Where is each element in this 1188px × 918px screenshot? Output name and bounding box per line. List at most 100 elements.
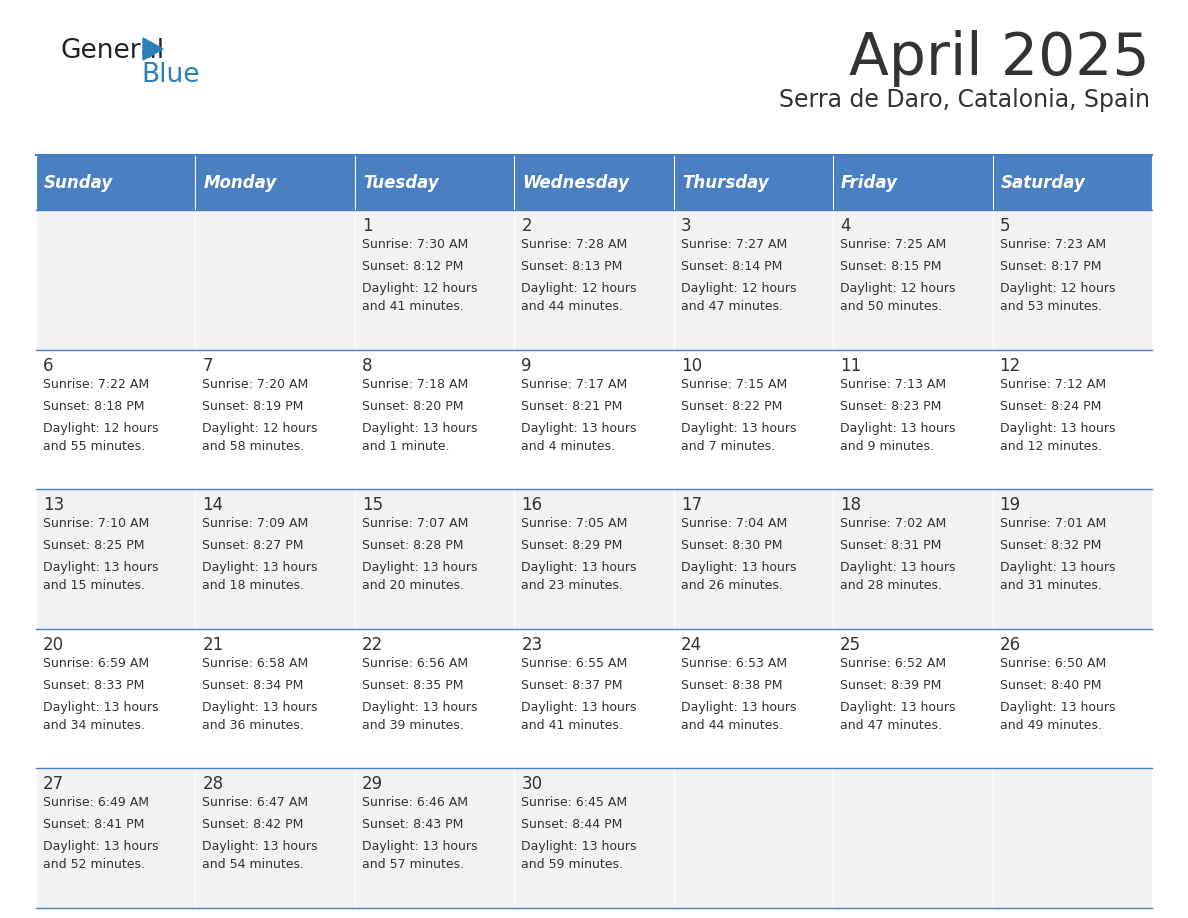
Text: Sunset: 8:18 PM: Sunset: 8:18 PM: [43, 399, 145, 412]
Text: Sunrise: 6:59 AM: Sunrise: 6:59 AM: [43, 656, 150, 670]
Bar: [674, 210, 833, 350]
Text: Sunset: 8:15 PM: Sunset: 8:15 PM: [840, 260, 942, 273]
Bar: [833, 629, 992, 768]
Text: 20: 20: [43, 636, 64, 654]
Text: 21: 21: [202, 636, 223, 654]
Bar: [514, 768, 674, 908]
Text: 8: 8: [362, 356, 372, 375]
Text: Blue: Blue: [141, 62, 200, 88]
Bar: [355, 629, 514, 768]
Text: Daylight: 13 hours
and 18 minutes.: Daylight: 13 hours and 18 minutes.: [202, 561, 318, 592]
Text: 29: 29: [362, 776, 383, 793]
Text: 4: 4: [840, 217, 851, 235]
Bar: [196, 210, 355, 350]
Text: Daylight: 12 hours
and 58 minutes.: Daylight: 12 hours and 58 minutes.: [202, 421, 318, 453]
Text: Daylight: 13 hours
and 1 minute.: Daylight: 13 hours and 1 minute.: [362, 421, 478, 453]
Text: 2: 2: [522, 217, 532, 235]
Bar: [674, 489, 833, 629]
Text: Daylight: 13 hours
and 28 minutes.: Daylight: 13 hours and 28 minutes.: [840, 561, 955, 592]
Bar: [674, 155, 833, 210]
Text: Sunset: 8:14 PM: Sunset: 8:14 PM: [681, 260, 782, 273]
Text: 11: 11: [840, 356, 861, 375]
Text: Sunset: 8:25 PM: Sunset: 8:25 PM: [43, 539, 145, 553]
Text: Daylight: 13 hours
and 12 minutes.: Daylight: 13 hours and 12 minutes.: [999, 421, 1116, 453]
Text: Sunday: Sunday: [44, 174, 113, 192]
Bar: [36, 629, 196, 768]
Text: Sunset: 8:42 PM: Sunset: 8:42 PM: [202, 819, 304, 832]
Bar: [992, 155, 1152, 210]
Text: Sunrise: 7:01 AM: Sunrise: 7:01 AM: [999, 517, 1106, 531]
Text: Sunrise: 7:02 AM: Sunrise: 7:02 AM: [840, 517, 947, 531]
Bar: [36, 210, 196, 350]
Text: Sunset: 8:23 PM: Sunset: 8:23 PM: [840, 399, 942, 412]
Text: Sunset: 8:12 PM: Sunset: 8:12 PM: [362, 260, 463, 273]
Text: Daylight: 13 hours
and 39 minutes.: Daylight: 13 hours and 39 minutes.: [362, 700, 478, 732]
Text: Sunset: 8:37 PM: Sunset: 8:37 PM: [522, 678, 623, 692]
Text: 1: 1: [362, 217, 373, 235]
Bar: [196, 155, 355, 210]
Text: 5: 5: [999, 217, 1010, 235]
Text: Sunset: 8:38 PM: Sunset: 8:38 PM: [681, 678, 782, 692]
Text: Sunset: 8:44 PM: Sunset: 8:44 PM: [522, 819, 623, 832]
Bar: [514, 629, 674, 768]
Bar: [355, 489, 514, 629]
Text: Sunset: 8:17 PM: Sunset: 8:17 PM: [999, 260, 1101, 273]
Bar: [674, 629, 833, 768]
Text: 9: 9: [522, 356, 532, 375]
Bar: [992, 629, 1152, 768]
Text: Sunrise: 7:13 AM: Sunrise: 7:13 AM: [840, 377, 947, 390]
Text: Sunrise: 6:45 AM: Sunrise: 6:45 AM: [522, 797, 627, 810]
Text: Sunrise: 6:55 AM: Sunrise: 6:55 AM: [522, 656, 627, 670]
Text: Sunrise: 7:28 AM: Sunrise: 7:28 AM: [522, 238, 627, 251]
Text: Sunset: 8:22 PM: Sunset: 8:22 PM: [681, 399, 782, 412]
Text: Daylight: 13 hours
and 36 minutes.: Daylight: 13 hours and 36 minutes.: [202, 700, 318, 732]
Text: Daylight: 13 hours
and 31 minutes.: Daylight: 13 hours and 31 minutes.: [999, 561, 1116, 592]
Bar: [992, 350, 1152, 489]
Text: Daylight: 13 hours
and 34 minutes.: Daylight: 13 hours and 34 minutes.: [43, 700, 158, 732]
Text: Daylight: 13 hours
and 44 minutes.: Daylight: 13 hours and 44 minutes.: [681, 700, 796, 732]
Bar: [355, 350, 514, 489]
Text: Sunset: 8:40 PM: Sunset: 8:40 PM: [999, 678, 1101, 692]
Bar: [992, 768, 1152, 908]
Text: Friday: Friday: [841, 174, 898, 192]
Bar: [36, 155, 196, 210]
Text: Thursday: Thursday: [682, 174, 769, 192]
Text: Sunset: 8:31 PM: Sunset: 8:31 PM: [840, 539, 942, 553]
Text: Daylight: 13 hours
and 7 minutes.: Daylight: 13 hours and 7 minutes.: [681, 421, 796, 453]
Bar: [674, 350, 833, 489]
Text: Daylight: 13 hours
and 23 minutes.: Daylight: 13 hours and 23 minutes.: [522, 561, 637, 592]
Polygon shape: [143, 38, 163, 60]
Text: Sunset: 8:21 PM: Sunset: 8:21 PM: [522, 399, 623, 412]
Bar: [514, 489, 674, 629]
Bar: [196, 629, 355, 768]
Text: Sunrise: 7:27 AM: Sunrise: 7:27 AM: [681, 238, 786, 251]
Text: Sunset: 8:43 PM: Sunset: 8:43 PM: [362, 819, 463, 832]
Bar: [833, 489, 992, 629]
Text: Sunrise: 7:15 AM: Sunrise: 7:15 AM: [681, 377, 786, 390]
Text: Daylight: 13 hours
and 52 minutes.: Daylight: 13 hours and 52 minutes.: [43, 840, 158, 871]
Text: 6: 6: [43, 356, 53, 375]
Bar: [355, 155, 514, 210]
Text: Sunrise: 7:23 AM: Sunrise: 7:23 AM: [999, 238, 1106, 251]
Text: Tuesday: Tuesday: [362, 174, 438, 192]
Bar: [514, 210, 674, 350]
Text: Sunset: 8:34 PM: Sunset: 8:34 PM: [202, 678, 304, 692]
Text: Sunrise: 6:53 AM: Sunrise: 6:53 AM: [681, 656, 786, 670]
Text: Daylight: 13 hours
and 41 minutes.: Daylight: 13 hours and 41 minutes.: [522, 700, 637, 732]
Text: Sunrise: 6:58 AM: Sunrise: 6:58 AM: [202, 656, 309, 670]
Bar: [833, 210, 992, 350]
Bar: [355, 768, 514, 908]
Text: Sunset: 8:32 PM: Sunset: 8:32 PM: [999, 539, 1101, 553]
Text: Sunrise: 6:46 AM: Sunrise: 6:46 AM: [362, 797, 468, 810]
Text: Sunrise: 7:20 AM: Sunrise: 7:20 AM: [202, 377, 309, 390]
Text: Sunrise: 6:47 AM: Sunrise: 6:47 AM: [202, 797, 309, 810]
Text: Saturday: Saturday: [1000, 174, 1086, 192]
Text: 10: 10: [681, 356, 702, 375]
Bar: [833, 350, 992, 489]
Bar: [674, 768, 833, 908]
Text: 24: 24: [681, 636, 702, 654]
Text: Sunset: 8:33 PM: Sunset: 8:33 PM: [43, 678, 145, 692]
Text: Sunrise: 7:04 AM: Sunrise: 7:04 AM: [681, 517, 786, 531]
Bar: [992, 489, 1152, 629]
Text: 27: 27: [43, 776, 64, 793]
